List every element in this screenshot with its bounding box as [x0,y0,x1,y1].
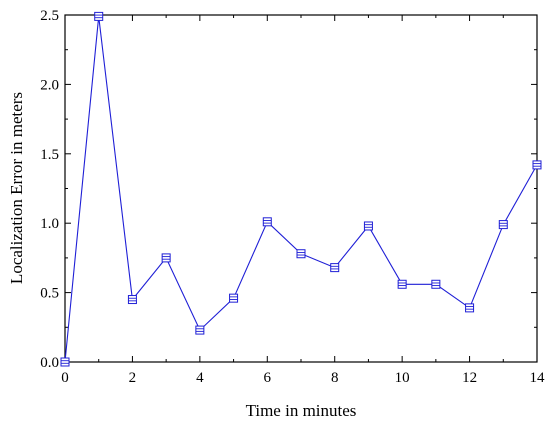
axis-ticks [64,14,538,363]
y-tick-label: 1.0 [40,216,59,232]
data-point-marker [397,279,407,289]
x-tick-label: 0 [61,370,69,386]
y-tick-label: 2.5 [40,8,59,24]
data-point-marker [262,217,272,227]
y-axis-label: Localization Error in meters [7,92,26,284]
x-tick-label: 12 [462,370,477,386]
data-point-marker [127,295,137,305]
y-tick-label: 2.0 [40,77,59,93]
data-point-marker [363,221,373,231]
data-point-marker [161,253,171,263]
series-markers [60,11,542,367]
y-tick-label: 1.5 [40,147,59,163]
data-point-marker [195,325,205,335]
x-axis-label: Time in minutes [246,401,357,420]
data-point-marker [465,303,475,313]
data-point-marker [532,160,542,170]
data-point-marker [94,11,104,21]
x-tick-label: 10 [395,370,410,386]
x-tick-label: 8 [331,370,339,386]
data-point-marker [330,263,340,273]
y-tick-label: 0.0 [40,355,59,371]
y-tick-label: 0.5 [40,286,59,302]
data-point-marker [229,293,239,303]
data-point-marker [498,220,508,230]
x-tick-label: 2 [129,370,137,386]
x-tick-label: 6 [264,370,272,386]
data-point-marker [431,279,441,289]
data-point-marker [60,357,70,367]
x-tick-label: 4 [196,370,204,386]
tick-labels: 0 2 4 6 8 10 12 14 0.0 0.5 1.0 1.5 2.0 2.5 [40,8,545,386]
data-point-marker [296,249,306,259]
x-tick-label: 14 [530,370,546,386]
